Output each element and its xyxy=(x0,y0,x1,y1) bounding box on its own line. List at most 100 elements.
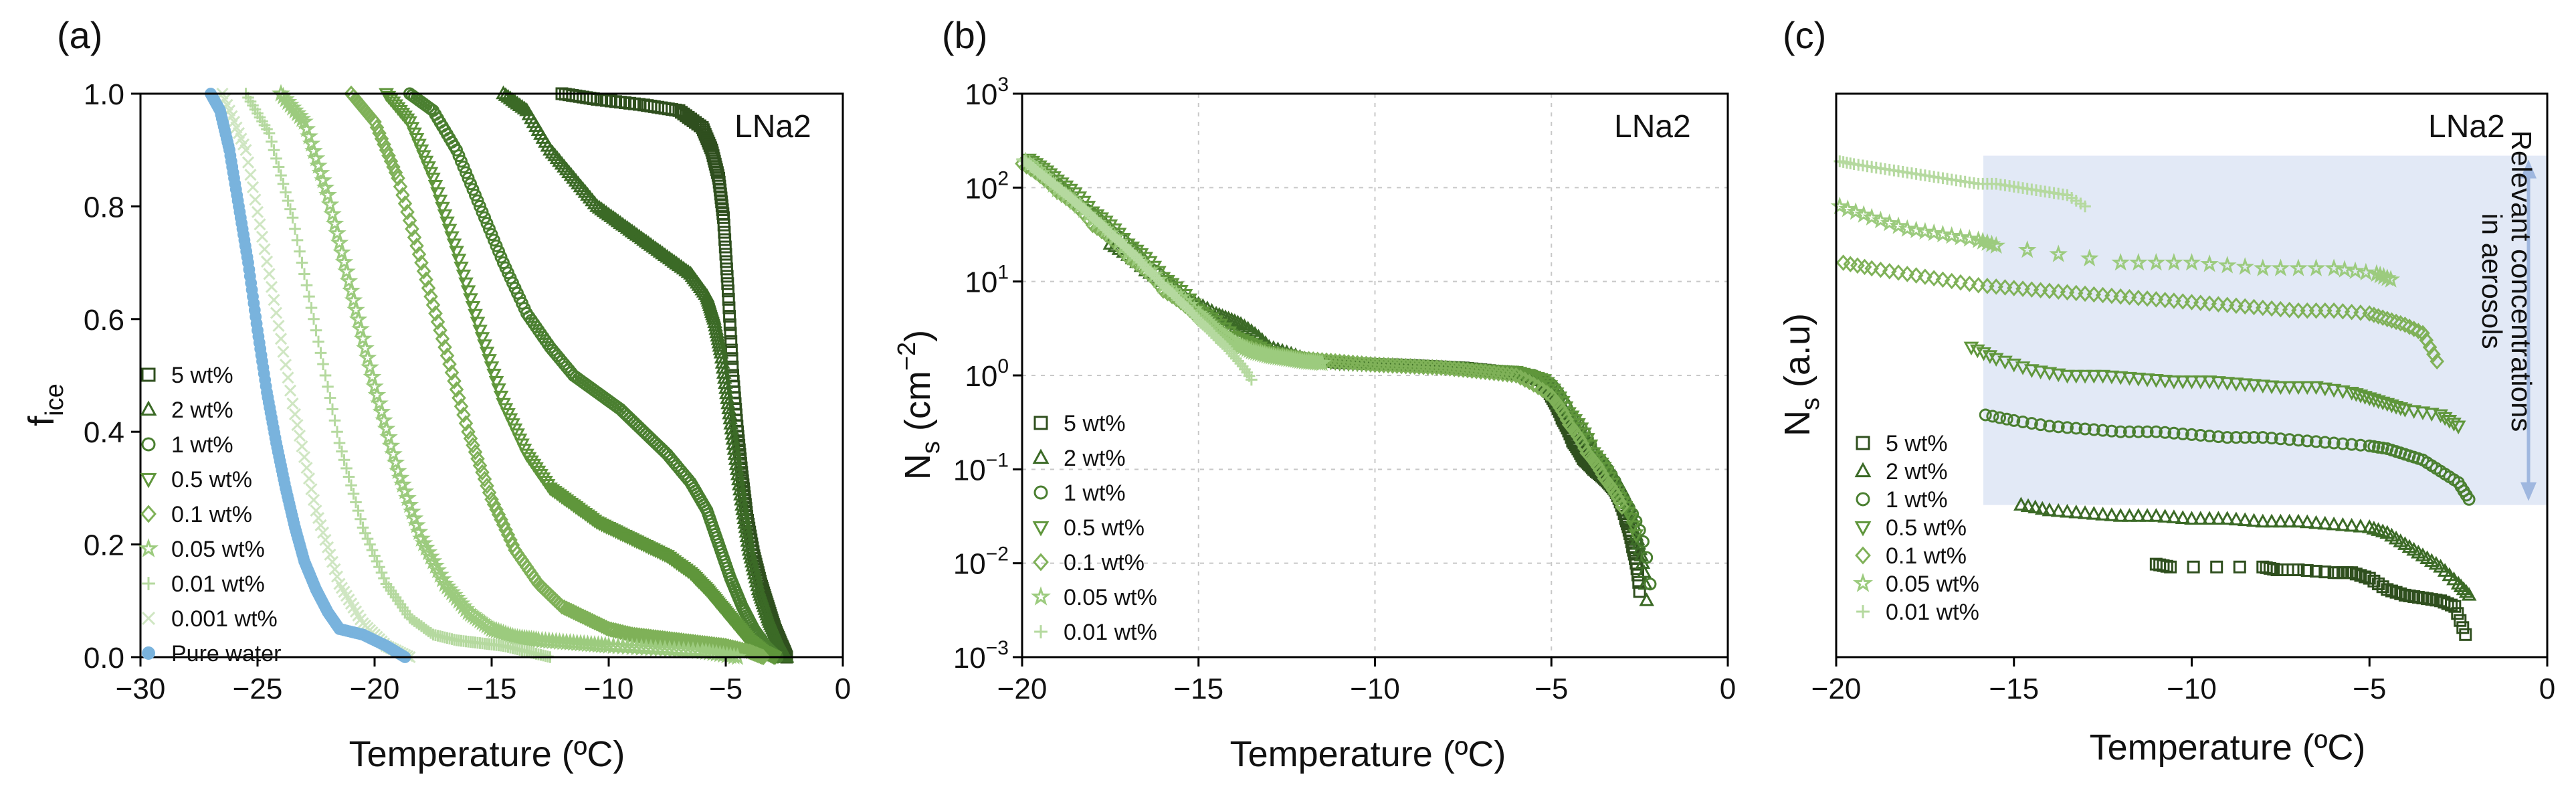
panel-c-point-2-wt xyxy=(2077,505,2093,519)
panel-a-point-0-01-wt xyxy=(291,234,304,246)
panel-a-y-tick-label: 0.6 xyxy=(84,304,124,337)
panel-b-point-0-1-wt xyxy=(1460,361,1475,379)
panel-c-point-0-5-wt xyxy=(1969,344,1985,359)
panel-c-point-0-05-wt xyxy=(1987,236,2006,254)
panel-c-point-1-wt xyxy=(2194,428,2207,442)
panel-c-point-0-1-wt xyxy=(2238,298,2253,315)
panel-c-y-axis-label: Ns (a.u) xyxy=(1777,313,1825,436)
panel-c-point-0-5-wt xyxy=(2228,377,2244,391)
panel-c-point-0-05-wt xyxy=(1854,205,1874,223)
panel-a-point-0-01-wt xyxy=(350,496,362,509)
panel-c-point-2-wt xyxy=(2112,508,2128,522)
panel-a-point-0-1-wt xyxy=(369,119,385,136)
panel-a-point-0-5-wt xyxy=(482,354,497,368)
panel-c-point-0-5-wt xyxy=(2357,391,2373,405)
panel-a-point-0-001-wt xyxy=(284,384,297,397)
panel-b-y-tick-exp: −1 xyxy=(986,449,1009,471)
panel-a-point-0-05-wt xyxy=(367,385,387,404)
panel-c-point-0-1-wt xyxy=(1989,278,2003,295)
panel-b-point-0-1-wt xyxy=(1478,363,1493,381)
panel-c-point-0-1-wt xyxy=(1864,260,1879,277)
panel-b-series-0-05-wt xyxy=(1016,151,1332,371)
panel-b-legend-marker-0-1-wt xyxy=(1033,553,1049,571)
panel-c-point-0-1-wt xyxy=(2419,332,2434,349)
panel-a-point-0-05-wt xyxy=(391,468,410,487)
panel-c-point-0-5-wt xyxy=(2348,388,2364,402)
panel-a-point-0-05-wt xyxy=(320,195,340,213)
panel-b-y-tick-base: 10 xyxy=(965,78,997,111)
panel-c-point-2-wt xyxy=(2139,508,2155,522)
panel-a-point-5-wt xyxy=(718,240,732,254)
panel-a-point-0-01-wt xyxy=(340,462,353,474)
panel-a-point-0-05-wt xyxy=(325,213,344,232)
panel-a-point-0-05-wt xyxy=(306,149,326,167)
panel-c-point-0-5-wt xyxy=(2344,386,2360,401)
panel-c-series-0-05-wt xyxy=(1830,196,2401,288)
panel-c-point-0-5-wt xyxy=(2166,375,2182,389)
panel-a-point-5-wt xyxy=(720,262,733,276)
panel-b-x-tick-label: −15 xyxy=(1173,673,1223,705)
panel-c-point-0-1-wt xyxy=(1918,268,1933,285)
panel-c-point-0-05-wt xyxy=(2111,253,2131,271)
panel-c-point-2-wt xyxy=(2273,513,2288,528)
panel-c-point-0-1-wt xyxy=(1935,271,1951,288)
panel-c-annotation-line-2: in aerosols xyxy=(2476,213,2508,349)
panel-c-point-0-5-wt xyxy=(2139,373,2155,387)
panel-a-point-0-01-wt xyxy=(312,335,324,348)
panel-c-plot-area: −20 −15 −10 −5 0 xyxy=(1811,92,2555,705)
panel-c-point-2-wt xyxy=(2042,502,2058,517)
panel-c-point-0-5-wt xyxy=(2086,369,2102,384)
panel-c-point-0-5-wt xyxy=(2406,405,2422,419)
panel-a-point-0-01-wt xyxy=(272,161,285,173)
panel-a-point-0-1-wt xyxy=(397,195,413,212)
panel-c-point-0-05-wt xyxy=(2324,258,2343,276)
panel-b-point-1-wt xyxy=(1636,535,1650,548)
panel-c-point-0-05-wt xyxy=(1942,226,1961,244)
panel-c-point-1-wt xyxy=(2238,431,2252,444)
panel-b-point-0-1-wt xyxy=(1429,359,1444,376)
panel-b-point-0-1-wt xyxy=(1486,365,1502,381)
panel-b-point-0-1-wt xyxy=(1451,361,1466,378)
panel-b-y-tick-label: 10−1 xyxy=(953,449,1009,487)
panel-a-point-0-01-wt xyxy=(359,527,371,539)
panel-a-point-0-5-wt xyxy=(491,383,506,398)
panel-b-y-tick-label: 10−2 xyxy=(953,543,1009,581)
panel-c-point-1-wt xyxy=(2060,421,2074,434)
panel-a-point-1-wt xyxy=(466,183,480,196)
panel-a-legend-label-0-1-wt: 0.1 wt% xyxy=(171,502,252,527)
panel-c-point-0-5-wt xyxy=(2175,375,2191,389)
panel-a-point-5-wt xyxy=(724,327,737,340)
panel-b-x-axis-label: Temperature (ºC) xyxy=(1230,734,1506,774)
panel-c-point-0-05-wt xyxy=(2335,260,2354,278)
panel-c-point-0-5-wt xyxy=(2299,381,2315,395)
panel-c-point-0-1-wt xyxy=(2256,299,2270,317)
panel-a-point-5-wt xyxy=(718,226,731,239)
panel-c-point-0-5-wt xyxy=(2095,369,2110,384)
panel-b-point-0-1-wt xyxy=(1354,355,1369,372)
panel-a-point-1-wt xyxy=(460,166,472,179)
panel-a-point-1-wt xyxy=(480,217,494,230)
panel-b-x-tick-label: −20 xyxy=(997,673,1048,705)
panel-a-point-0-001-wt xyxy=(310,505,322,517)
panel-a-point-0-5-wt xyxy=(427,179,443,194)
panel-b-y-tick-exp: 2 xyxy=(997,167,1009,189)
panel-b-point-5-wt xyxy=(1633,585,1646,598)
panel-c-point-0-1-wt xyxy=(2326,302,2341,319)
panel-c-point-2-wt xyxy=(2068,504,2084,519)
panel-a-point-0-1-wt xyxy=(409,238,424,254)
panel-c-series-0-01-wt xyxy=(1834,155,2091,213)
panel-c-point-0-5-wt xyxy=(2273,381,2288,395)
panel-a-point-0-1-wt xyxy=(428,305,443,322)
panel-a-series-0-05-wt xyxy=(272,84,747,665)
panel-a-point-0-001-wt xyxy=(302,472,316,485)
panel-c-point-2-wt xyxy=(2050,503,2066,517)
panel-a-point-0-1-wt xyxy=(381,147,396,164)
panel-a-point-0-1-wt xyxy=(374,130,389,147)
panel-b-point-0-1-wt xyxy=(1363,356,1378,373)
panel-b-legend-label-2-wt: 2 wt% xyxy=(1064,446,1126,471)
panel-c-point-2-wt xyxy=(2060,503,2075,518)
panel-a-ylabel-main: f xyxy=(21,416,62,426)
panel-a-point-1-wt xyxy=(452,149,466,163)
panel-b-point-0-1-wt xyxy=(1438,359,1453,377)
panel-c-point-0-1-wt xyxy=(2184,294,2199,311)
